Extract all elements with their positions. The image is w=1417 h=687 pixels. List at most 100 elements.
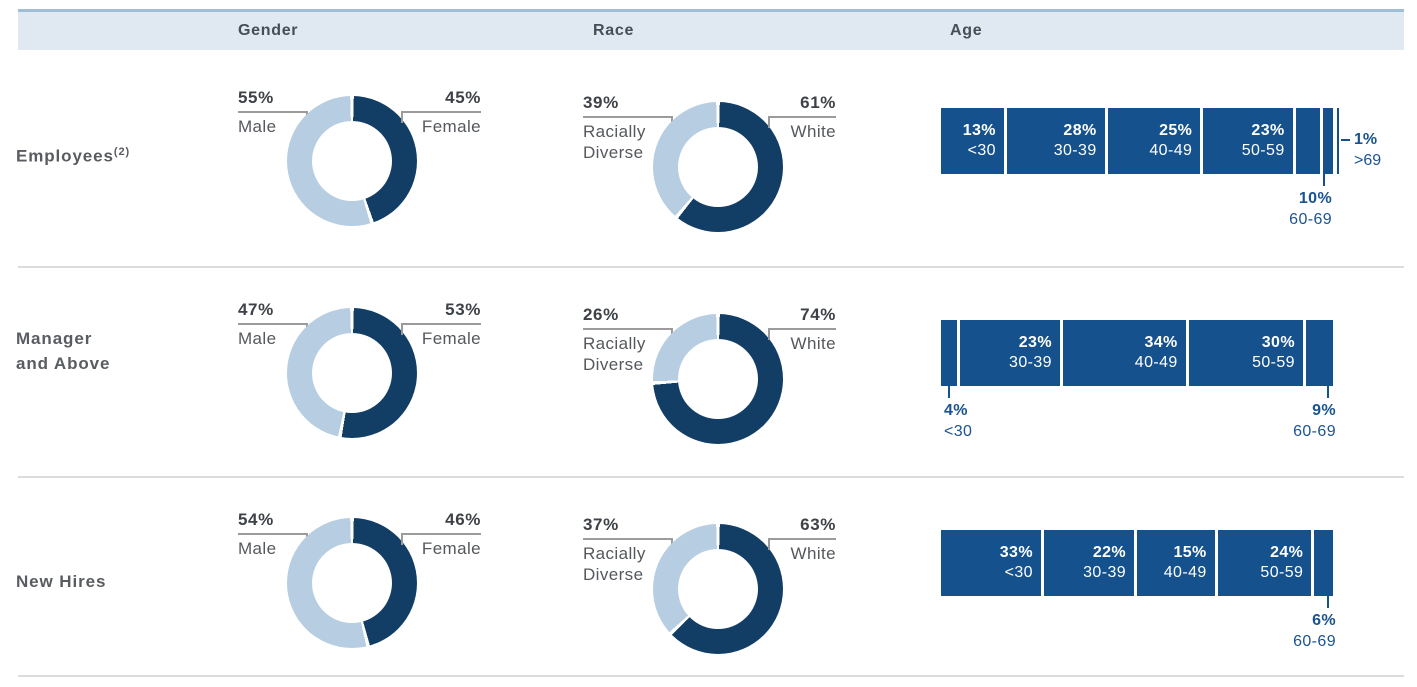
callout-leader-line	[583, 538, 673, 550]
age-outside-label-60-69: 6% 60-69	[1293, 610, 1336, 652]
age-label-tick	[1327, 596, 1329, 608]
age-segment-range: 40-49	[1149, 142, 1193, 159]
age-outside-label-60-69: 10% 60-69	[1289, 188, 1332, 230]
age-segment-50-59: 24% 50-59	[1217, 530, 1312, 596]
age-segment-<30: 13% <30	[941, 108, 1004, 174]
callout-leader-line	[768, 328, 836, 340]
row-label-footnote: (2)	[113, 146, 131, 158]
age-segment-range: <30	[1004, 564, 1033, 581]
diverse-label: Racially Diverse	[583, 334, 646, 374]
gender-donut-chart	[287, 308, 417, 438]
age-segment-range: 30-39	[1083, 564, 1127, 581]
male-percentage: 47%	[238, 300, 274, 319]
race-white-callout: 63% White	[768, 515, 836, 564]
age-segment-pct: 33%	[999, 544, 1033, 561]
male-label: Male	[238, 539, 277, 558]
age-segment-30-39: 28% 30-39	[1006, 108, 1105, 174]
female-percentage: 53%	[445, 300, 481, 319]
age-segment-range: 40-49	[1163, 564, 1207, 581]
age-label-tick	[1323, 174, 1326, 186]
age-stacked-bar: 33% <30 22% 30-39 15% 40-49 24% 50-59 6% 60-69	[941, 530, 1336, 650]
male-label: Male	[238, 117, 277, 136]
callout-leader-line	[401, 533, 481, 545]
row-manager-and-above: Manager and Above 47% Male 53% Female 26…	[0, 292, 1417, 482]
female-percentage: 46%	[445, 510, 481, 529]
race-donut-chart	[653, 314, 783, 444]
age-outside-pct: 4%	[944, 402, 968, 419]
row-label-text-line2: and Above	[16, 354, 111, 373]
age-segment-pct: 34%	[1144, 334, 1178, 351]
age-right-leader-dash	[1341, 139, 1350, 141]
row-label-manager: Manager and Above	[16, 326, 110, 376]
age-outside-range: 60-69	[1289, 211, 1333, 228]
diverse-percentage: 37%	[583, 515, 619, 534]
male-percentage: 55%	[238, 88, 274, 107]
age-right-label->69: 1% >69	[1354, 129, 1381, 171]
callout-leader-line	[768, 538, 836, 550]
white-label: White	[790, 334, 836, 353]
gender-female-callout: 45% Female	[401, 88, 481, 137]
age-segment-pct: 13%	[962, 122, 996, 139]
callout-leader-line	[768, 116, 836, 128]
gender-donut-chart	[287, 518, 417, 648]
age-segment-pct: 22%	[1092, 544, 1127, 561]
female-label: Female	[421, 539, 481, 558]
row-divider	[18, 476, 1404, 478]
female-percentage: 45%	[445, 88, 481, 107]
diverse-label: Racially Diverse	[583, 122, 646, 162]
age-outside-range: 60-69	[1293, 423, 1336, 440]
callout-tick	[768, 538, 770, 550]
age-segment-40-49: 25% 40-49	[1107, 108, 1201, 174]
age-segment-<30: 33% <30	[941, 530, 1041, 596]
gender-donut-chart	[287, 96, 417, 226]
male-percentage: 54%	[238, 510, 274, 529]
row-label-text: Manager	[16, 329, 93, 348]
age-segment-<30	[941, 320, 958, 386]
age-segment-pct: 25%	[1159, 122, 1193, 139]
male-label: Male	[238, 329, 277, 348]
column-header-gender: Gender	[238, 22, 299, 39]
age-segment-30-39: 22% 30-39	[1043, 530, 1135, 596]
age-segment-60-69	[1295, 108, 1321, 174]
age-outside-pct: 9%	[1312, 402, 1336, 419]
age-segment-range: 30-39	[1009, 354, 1052, 371]
age-segment-40-49: 15% 40-49	[1137, 530, 1215, 596]
age-segment-60-69	[1314, 530, 1333, 596]
callout-leader-line	[238, 323, 308, 335]
row-label-text: Employees	[16, 146, 114, 166]
age-segment-range: 50-59	[1241, 142, 1285, 159]
age-segment->69	[1323, 108, 1333, 174]
age-outside-pct: 10%	[1298, 190, 1333, 207]
callout-leader-line	[401, 323, 481, 335]
callout-tick	[401, 111, 403, 123]
age-stacked-bar: 23% 30-39 34% 40-49 30% 50-59 4% <30 9% 60-69	[941, 320, 1336, 440]
age-outside-range: 60-69	[1293, 633, 1336, 650]
callout-leader-line	[583, 116, 673, 128]
row-label-new-hires: New Hires	[16, 569, 106, 594]
white-percentage: 61%	[800, 93, 836, 112]
age-segment-pct: 24%	[1270, 544, 1304, 561]
callout-tick	[401, 323, 403, 335]
age-segment-40-49: 34% 40-49	[1062, 320, 1186, 386]
age-segment-50-59: 30% 50-59	[1188, 320, 1303, 386]
diverse-percentage: 26%	[583, 305, 619, 324]
callout-leader-line	[238, 111, 308, 123]
column-header-race: Race	[593, 22, 635, 39]
age-segment-pct: 28%	[1063, 122, 1097, 139]
age-outside-label-<30: 4% <30	[944, 400, 972, 442]
callout-leader-line	[238, 533, 308, 545]
callout-leader-line	[583, 328, 673, 340]
age-outside-range: >69	[1354, 152, 1382, 169]
female-label: Female	[421, 117, 481, 136]
white-label: White	[790, 544, 836, 563]
age-segment-range: 40-49	[1134, 354, 1178, 371]
diverse-label: Racially Diverse	[583, 544, 646, 584]
white-percentage: 63%	[800, 515, 836, 534]
row-label-text: New Hires	[16, 572, 107, 591]
age-segment-range: <30	[967, 142, 996, 159]
age-segment-range: 50-59	[1260, 564, 1304, 581]
age-segment-60-69	[1305, 320, 1333, 386]
callout-tick	[401, 533, 403, 545]
age-segment-pct: 23%	[1251, 122, 1285, 139]
